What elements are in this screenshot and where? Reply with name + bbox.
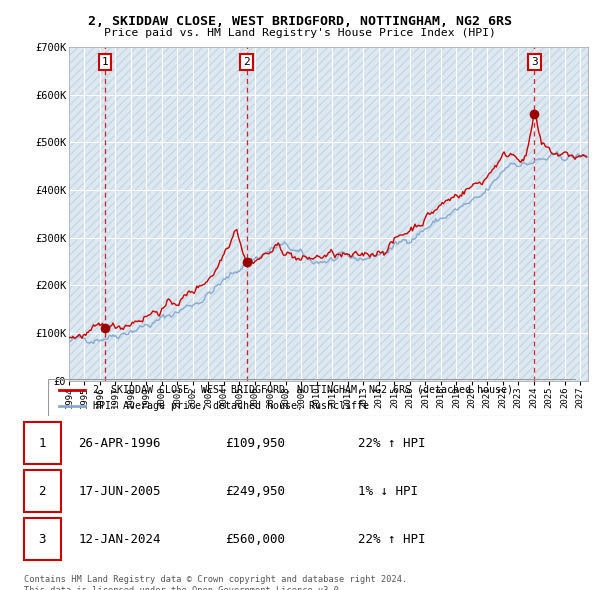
Text: 1% ↓ HPI: 1% ↓ HPI — [358, 484, 418, 498]
FancyBboxPatch shape — [23, 518, 61, 560]
Text: 1: 1 — [38, 437, 46, 450]
FancyBboxPatch shape — [23, 422, 61, 464]
Text: 1: 1 — [101, 57, 109, 67]
Text: £249,950: £249,950 — [225, 484, 285, 498]
FancyBboxPatch shape — [23, 470, 61, 512]
Text: 22% ↑ HPI: 22% ↑ HPI — [358, 437, 425, 450]
Text: 2: 2 — [243, 57, 250, 67]
Text: 17-JUN-2005: 17-JUN-2005 — [78, 484, 161, 498]
Text: £109,950: £109,950 — [225, 437, 285, 450]
Text: HPI: Average price, detached house, Rushcliffe: HPI: Average price, detached house, Rush… — [93, 401, 369, 411]
Text: 22% ↑ HPI: 22% ↑ HPI — [358, 533, 425, 546]
Text: Price paid vs. HM Land Registry's House Price Index (HPI): Price paid vs. HM Land Registry's House … — [104, 28, 496, 38]
Text: Contains HM Land Registry data © Crown copyright and database right 2024.
This d: Contains HM Land Registry data © Crown c… — [24, 575, 407, 590]
Text: 2, SKIDDAW CLOSE, WEST BRIDGFORD, NOTTINGHAM, NG2 6RS: 2, SKIDDAW CLOSE, WEST BRIDGFORD, NOTTIN… — [88, 15, 512, 28]
Text: £560,000: £560,000 — [225, 533, 285, 546]
Text: 3: 3 — [531, 57, 538, 67]
Text: 2, SKIDDAW CLOSE, WEST BRIDGFORD, NOTTINGHAM, NG2 6RS (detached house): 2, SKIDDAW CLOSE, WEST BRIDGFORD, NOTTIN… — [93, 385, 513, 395]
Text: 26-APR-1996: 26-APR-1996 — [78, 437, 161, 450]
Text: 3: 3 — [38, 533, 46, 546]
Text: 2: 2 — [38, 484, 46, 498]
Text: 12-JAN-2024: 12-JAN-2024 — [78, 533, 161, 546]
